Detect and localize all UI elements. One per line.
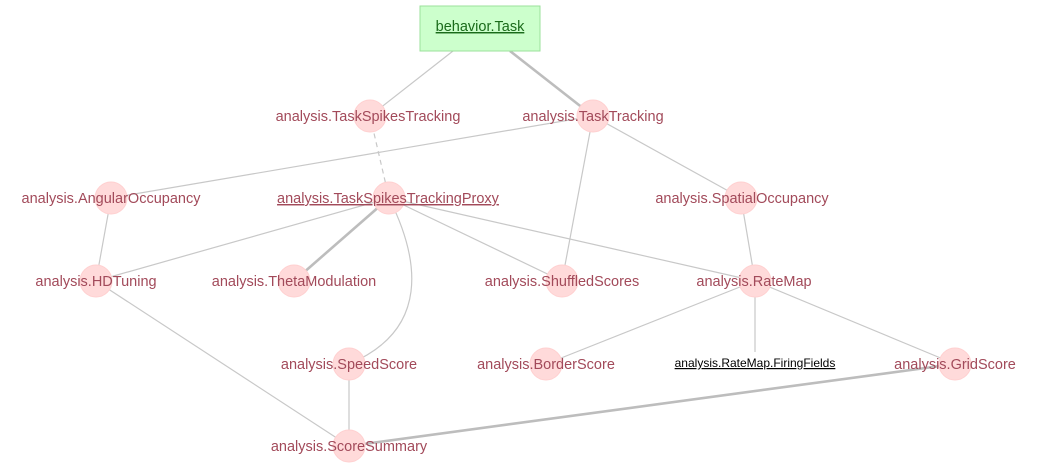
node-task-tracking[interactable]: analysis.TaskTracking <box>522 99 664 133</box>
node-theta-modulation[interactable]: analysis.ThetaModulation <box>212 264 376 298</box>
node-circle <box>372 181 406 215</box>
node-circle <box>94 181 128 215</box>
edge-proxy-to-thetamodulation <box>293 197 390 282</box>
node-speed-score[interactable]: analysis.SpeedScore <box>281 347 417 381</box>
node-circle <box>79 264 113 298</box>
edge-proxy-to-hdtuning <box>95 197 390 282</box>
edge-ratemap-to-borderscore <box>545 280 756 365</box>
node-label: analysis.SpatialOccupancy <box>655 191 829 207</box>
root-node-box <box>419 5 541 52</box>
node-label: analysis.ShuffledScores <box>485 274 640 290</box>
part-table-label[interactable]: analysis.RateMap.FiringFields <box>675 356 836 370</box>
node-circle <box>529 347 563 381</box>
node-circle <box>938 347 972 381</box>
node-label: analysis.TaskTracking <box>522 109 663 125</box>
node-task-spikes-tracking[interactable]: analysis.TaskSpikesTracking <box>276 99 461 133</box>
node-circle <box>353 99 387 133</box>
node-grid-score[interactable]: analysis.GridScore <box>894 347 1016 381</box>
edge-task-to-taskspikestracking <box>369 50 454 117</box>
node-task-spikes-tracking-proxy[interactable]: analysis.TaskSpikesTrackingProxy <box>277 181 500 215</box>
node-circle <box>576 99 610 133</box>
edge-proxy-to-shuffledscores <box>388 197 563 282</box>
edge-tasktracking-to-angularoccupancy <box>110 115 594 199</box>
node-rate-map-firing-fields[interactable]: analysis.RateMap.FiringFields <box>675 356 836 370</box>
node-label: analysis.BorderScore <box>477 357 615 373</box>
edge-proxy-to-speedscore <box>348 197 413 365</box>
node-border-score[interactable]: analysis.BorderScore <box>477 347 615 381</box>
edge-gridscore-to-scoresummary <box>348 362 956 448</box>
edge-ratemap-to-gridscore <box>754 280 956 365</box>
node-label: analysis.ThetaModulation <box>212 274 376 290</box>
edge-task-to-tasktracking <box>509 49 594 118</box>
node-hd-tuning[interactable]: analysis.HDTuning <box>35 264 157 298</box>
node-shuffled-scores[interactable]: analysis.ShuffledScores <box>485 264 640 298</box>
node-circle <box>332 429 366 463</box>
edge-proxy-to-ratemap <box>388 197 756 282</box>
node-label: analysis.GridScore <box>894 357 1016 373</box>
node-label: analysis.TaskSpikesTracking <box>276 109 461 125</box>
node-label: analysis.ScoreSummary <box>271 439 428 455</box>
node-rate-map[interactable]: analysis.RateMap <box>696 264 812 298</box>
node-label: analysis.AngularOccupancy <box>22 191 202 207</box>
node-label: analysis.SpeedScore <box>281 357 417 373</box>
node-circle <box>724 181 758 215</box>
node-angular-occupancy[interactable]: analysis.AngularOccupancy <box>22 181 202 215</box>
edge-hdtuning-to-scoresummary <box>95 280 350 447</box>
node-score-summary[interactable]: analysis.ScoreSummary <box>271 429 428 463</box>
node-label: analysis.HDTuning <box>35 274 156 290</box>
node-label: analysis.RateMap <box>696 274 811 290</box>
node-circle <box>277 264 311 298</box>
node-label[interactable]: analysis.TaskSpikesTrackingProxy <box>277 191 500 207</box>
node-circle <box>738 264 772 298</box>
edge-tasktracking-to-shuffledscores <box>561 115 594 282</box>
node-circle <box>332 347 366 381</box>
node-spatial-occupancy[interactable]: analysis.SpatialOccupancy <box>655 181 829 215</box>
node-behavior-task[interactable]: behavior.Task <box>419 5 541 52</box>
edge-tasktracking-to-spatialoccupancy <box>592 115 742 199</box>
node-circle <box>545 264 579 298</box>
root-node-label[interactable]: behavior.Task <box>436 19 525 35</box>
